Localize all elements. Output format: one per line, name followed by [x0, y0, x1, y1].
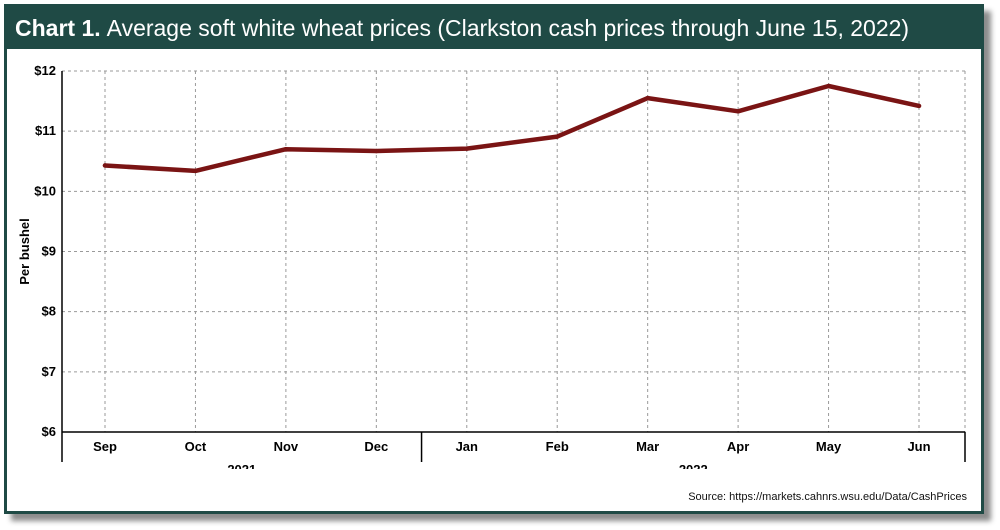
data-point — [735, 109, 741, 114]
y-tick-label: $10 — [34, 183, 56, 198]
x-tick-label: Sep — [93, 439, 117, 454]
y-tick-label: $11 — [35, 123, 56, 138]
x-tick-label: Oct — [185, 439, 207, 454]
data-point — [464, 146, 469, 151]
x-tick-label: May — [816, 439, 842, 454]
source-note: Source: https://markets.cahnrs.wsu.edu/D… — [688, 491, 967, 503]
x-tick-label: Mar — [636, 439, 659, 454]
data-point — [193, 168, 198, 174]
x-tick-label: Jan — [456, 439, 478, 454]
chart-title: Average soft white wheat prices (Clarkst… — [106, 14, 910, 41]
price-line — [102, 83, 922, 174]
y-tick-label: $7 — [42, 364, 56, 379]
data-point — [374, 148, 379, 154]
data-point — [645, 95, 650, 101]
grid — [62, 70, 966, 432]
y-tick-label: $8 — [42, 304, 56, 319]
x-tick-label: Nov — [274, 439, 299, 454]
data-point — [102, 163, 108, 168]
year-label: 2021 — [227, 462, 256, 469]
chart-number: Chart 1. — [15, 14, 101, 41]
data-point — [826, 83, 831, 89]
line-chart: $6 $7 $8 $9 $10 $11 $12 Sep Oct Nov Dec Jan Feb Mar Ap… — [17, 63, 966, 469]
series-layer — [102, 83, 922, 174]
y-tick-label: $6 — [42, 424, 56, 439]
data-point — [283, 147, 289, 152]
x-tick-label: Jun — [907, 439, 930, 454]
data-point — [555, 134, 560, 139]
axis-labels: $6 $7 $8 $9 $10 $11 $12 Sep Oct Nov Dec Jan Feb Mar Ap… — [17, 63, 931, 469]
x-tick-label: Apr — [727, 439, 749, 454]
year-label: 2022 — [679, 462, 708, 469]
y-tick-label: $9 — [42, 244, 56, 259]
x-tick-label: Dec — [364, 439, 388, 454]
title-bar: Chart 1. Average soft white wheat prices… — [7, 7, 981, 49]
y-axis-title: Per bushel — [17, 218, 32, 284]
y-tick-label: $12 — [34, 63, 56, 78]
axes — [61, 71, 966, 462]
data-point — [916, 103, 922, 109]
x-tick-label: Feb — [546, 439, 569, 454]
chart-card: Chart 1. Average soft white wheat prices… — [4, 4, 984, 514]
